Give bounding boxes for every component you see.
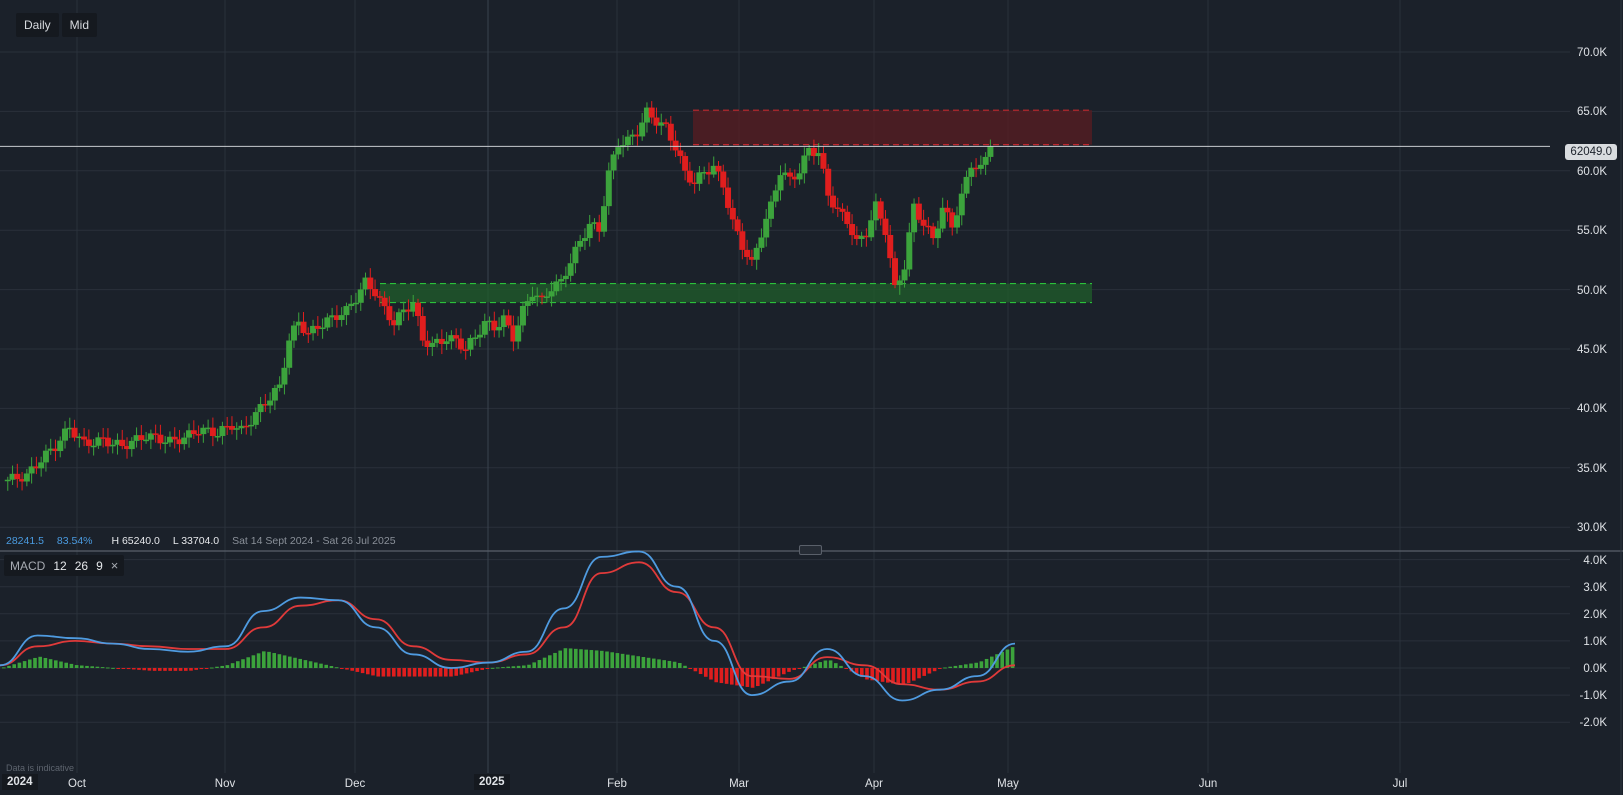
pane-resize-handle[interactable] — [799, 545, 822, 555]
price-stats: 28241.5 83.54% H 65240.0 L 33704.0 Sat 1… — [6, 535, 406, 547]
time-axis-label: Oct — [68, 778, 86, 790]
disclaimer: Data is indicative — [6, 763, 75, 773]
interval-button[interactable]: Daily — [16, 13, 59, 37]
price-axis-label: 30.0K — [1576, 522, 1607, 535]
time-axis-label: Mar — [729, 778, 749, 790]
price-axis-label: 55.0K — [1576, 225, 1607, 238]
signal-line — [0, 561, 1016, 691]
low-value: L 33704.0 — [172, 535, 220, 547]
time-axis-label: Jul — [1392, 778, 1408, 790]
macd-line — [0, 550, 1016, 702]
resistance-zone — [693, 109, 1092, 146]
change-percent: 83.54% — [56, 535, 93, 547]
time-axis-label: 2024 — [2, 774, 38, 790]
price-axis-label: 40.0K — [1576, 403, 1607, 416]
macd-axis-label: 3.0K — [1583, 581, 1607, 594]
high-value: H 65240.0 — [111, 535, 160, 547]
macd-axis-label: 0.0K — [1583, 663, 1607, 675]
date-range: Sat 14 Sept 2024 - Sat 26 Jul 2025 — [232, 535, 396, 547]
macd-signal-period[interactable]: 9 — [96, 558, 103, 573]
price-axis-label: 70.0K — [1576, 47, 1607, 59]
time-axis-label: 2025 — [474, 774, 510, 790]
macd-axis-label: -2.0K — [1579, 717, 1608, 730]
macd-axis-label: -1.0K — [1579, 690, 1608, 703]
macd-axis-label: 1.0K — [1583, 635, 1607, 648]
macd-axis-label: 2.0K — [1583, 608, 1607, 621]
time-axis-label: Dec — [344, 778, 366, 790]
change-value: 28241.5 — [6, 535, 44, 547]
macd-fast-period[interactable]: 12 — [53, 558, 67, 573]
time-axis-label: Jun — [1198, 778, 1218, 790]
chart-toolbar: Daily Mid — [16, 13, 98, 37]
current-price-tag: 62049.0 — [1565, 144, 1617, 160]
close-icon[interactable]: × — [110, 558, 119, 573]
macd-slow-period[interactable]: 26 — [74, 558, 89, 573]
macd-label: MACD — [10, 558, 46, 573]
macd-axis-label: 4.0K — [1583, 554, 1607, 567]
candlesticks — [4, 101, 994, 491]
time-axis-label: Nov — [214, 778, 236, 790]
price-axis-label: 65.0K — [1576, 106, 1607, 119]
price-type-button[interactable]: Mid — [61, 13, 98, 37]
price-axis-label: 50.0K — [1576, 284, 1607, 297]
time-axis-label: May — [997, 778, 1019, 790]
macd-histogram — [2, 647, 1015, 688]
price-axis-label: 45.0K — [1576, 344, 1607, 356]
time-axis-label: Apr — [865, 778, 883, 790]
time-axis-label: Feb — [607, 778, 627, 790]
price-axis-label: 35.0K — [1576, 462, 1607, 475]
support-zone — [380, 282, 1092, 304]
macd-legend: MACD 12 26 9 × — [4, 555, 125, 576]
price-axis-label: 60.0K — [1576, 165, 1607, 178]
